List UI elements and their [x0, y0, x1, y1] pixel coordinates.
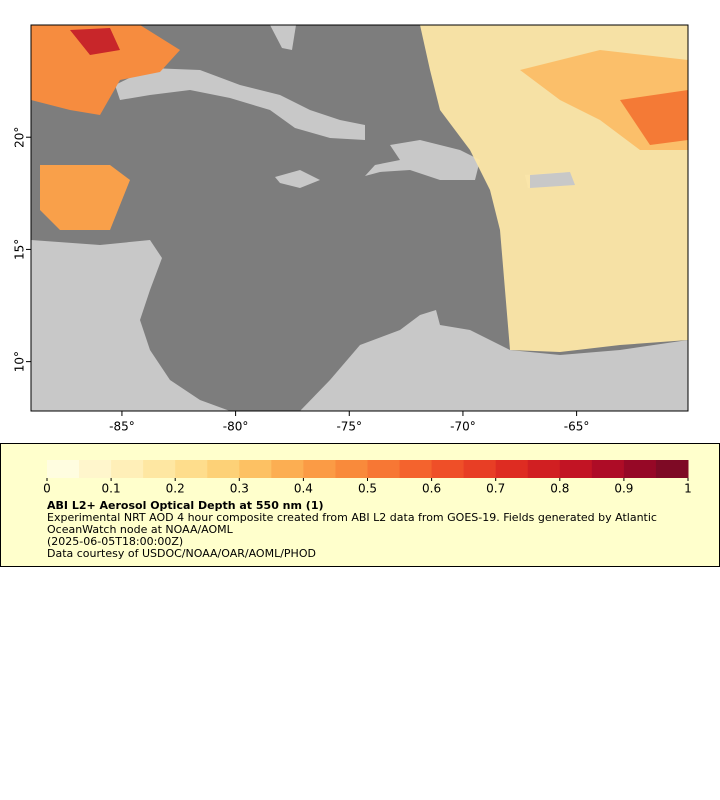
y-tick-label: 20°	[13, 127, 27, 148]
colorbar-swatch	[111, 460, 144, 478]
colorbar-tick-label: 0.5	[358, 482, 377, 496]
aerosol-field	[31, 25, 180, 115]
colorbar-tick-label: 1	[684, 482, 692, 496]
colorbar-swatch	[79, 460, 112, 478]
land	[115, 68, 365, 140]
colorbar-swatch	[623, 460, 657, 478]
colorbar-swatch	[399, 460, 433, 478]
colorbar-swatch	[527, 460, 561, 478]
land	[275, 170, 320, 188]
x-tick-label: -75°	[336, 420, 362, 434]
colorbar-swatch	[175, 460, 208, 478]
colorbar-swatch	[47, 460, 80, 478]
colorbar-tick-label: 0.3	[230, 482, 249, 496]
colorbar-tick-label: 0	[43, 482, 51, 496]
land	[31, 240, 230, 411]
x-tick-label: -85°	[109, 420, 135, 434]
colorbar-swatch	[239, 460, 272, 478]
land	[365, 140, 480, 180]
colorbar-swatch	[367, 460, 401, 478]
x-tick-label: -80°	[223, 420, 249, 434]
colorbar-tick-label: 0.1	[102, 482, 121, 496]
aerosol-field	[40, 165, 130, 230]
colorbar-title: ABI L2+ Aerosol Optical Depth at 550 nm …	[47, 499, 324, 512]
colorbar-swatch	[303, 460, 336, 478]
description: Experimental NRT AOD 4 hour composite cr…	[47, 511, 657, 536]
map-frame	[30, 24, 689, 412]
colorbar-swatch	[591, 460, 625, 478]
legend: ABI L2+ Aerosol Optical Depth at 550 nm …	[47, 500, 687, 560]
colorbar-swatch	[495, 460, 529, 478]
colorbar-swatch	[431, 460, 465, 478]
colorbar-swatch	[335, 460, 368, 478]
timestamp: (2025-06-05T18:00:00Z)	[47, 535, 184, 548]
aerosol-field	[70, 28, 120, 55]
colorbar-tick-label: 0.7	[486, 482, 505, 496]
colorbar-swatch	[143, 460, 176, 478]
land	[300, 310, 688, 411]
colorbar-tick-label: 0.6	[422, 482, 441, 496]
colorbar-tick-label: 0.9	[614, 482, 633, 496]
colorbar-tick-label: 0.4	[294, 482, 313, 496]
map-layer	[31, 25, 688, 411]
colorbar-tick-label: 0.2	[166, 482, 185, 496]
land	[530, 172, 575, 188]
colorbar-swatch	[463, 460, 497, 478]
y-tick-label: 15°	[13, 239, 27, 260]
land	[270, 25, 296, 50]
colorbar-tick-label: 0.8	[550, 482, 569, 496]
x-tick-label: -65°	[564, 420, 590, 434]
y-tick-label: 10°	[13, 351, 27, 372]
colorbar-swatch	[271, 460, 304, 478]
credit: Data courtesy of USDOC/NOAA/OAR/AOML/PHO…	[47, 547, 316, 560]
colorbar-swatch	[559, 460, 593, 478]
colorbar-swatch	[207, 460, 240, 478]
aerosol-field	[620, 90, 688, 145]
x-tick-label: -70°	[450, 420, 476, 434]
colorbar-swatch	[655, 460, 689, 478]
